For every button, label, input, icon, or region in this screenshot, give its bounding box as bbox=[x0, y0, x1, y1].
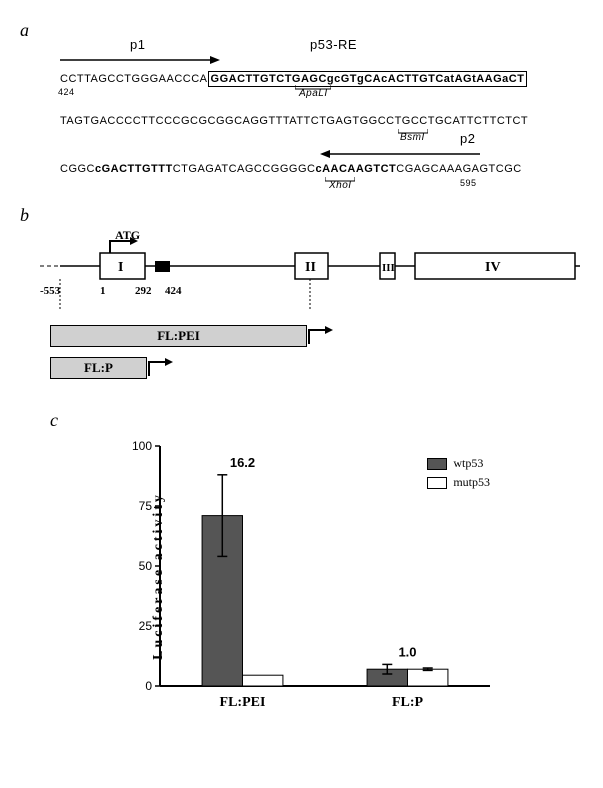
y-axis-label: Luciferase activity bbox=[151, 492, 167, 660]
legend-label-wtp53: wtp53 bbox=[453, 456, 483, 471]
svg-text:FL:PEI: FL:PEI bbox=[220, 695, 266, 710]
apali-label: ApaLI bbox=[299, 88, 328, 99]
chart-area: Luciferase activity 025507510016.2FL:PEI… bbox=[120, 436, 500, 716]
pos-424: 424 bbox=[58, 87, 75, 97]
seq3e: CGAGCAAAGAGTCGC bbox=[396, 163, 521, 175]
p2-arrow-icon bbox=[320, 147, 480, 161]
svg-text:I: I bbox=[118, 260, 123, 275]
panel-c-label: c bbox=[50, 410, 583, 431]
svg-text:16.2: 16.2 bbox=[230, 455, 255, 470]
flpei-box: FL:PEI bbox=[50, 325, 307, 347]
panel-a: a p1 p53-RE CCTTAGCCTGGGAACCCAGGACTTGTCT… bbox=[20, 20, 583, 175]
chart-legend: wtp53 mutp53 bbox=[427, 456, 490, 494]
svg-text:0: 0 bbox=[145, 679, 152, 693]
construct-flpei: FL:PEI bbox=[50, 324, 583, 348]
seq3c: CTGAGATCAGCCGGGGC bbox=[173, 163, 316, 175]
seq1-pre: CCTTAGCCTGGGAACCCA bbox=[60, 73, 208, 85]
apali-mark: ApaLI bbox=[295, 85, 331, 96]
svg-text:100: 100 bbox=[132, 439, 152, 453]
atg-label: ATG bbox=[115, 231, 140, 242]
svg-text:424: 424 bbox=[165, 285, 182, 297]
p1-arrow-icon bbox=[60, 53, 220, 67]
p53re-label: p53-RE bbox=[310, 37, 357, 52]
construct-flp: FL:P bbox=[50, 356, 583, 380]
panel-b: b ATG I II III IV -553 1 292 424 FL:PEI bbox=[20, 205, 583, 380]
seq3d: cAACAAGTCT bbox=[315, 163, 396, 175]
svg-text:III: III bbox=[382, 262, 395, 274]
seq-line-2: TAGTGACCCCTTCCCGCGCGGCAGGTTTATTCTGAGTGGC… bbox=[60, 115, 583, 127]
xhoi-label: XhoI bbox=[329, 180, 352, 191]
p1-label: p1 bbox=[130, 37, 145, 52]
p2-label: p2 bbox=[460, 131, 475, 146]
panel-c: c Luciferase activity 025507510016.2FL:P… bbox=[80, 410, 583, 716]
legend-wtp53: wtp53 bbox=[427, 456, 490, 471]
svg-text:1.0: 1.0 bbox=[398, 644, 416, 659]
pos-595: 595 bbox=[460, 178, 477, 188]
legend-mutp53: mutp53 bbox=[427, 475, 490, 490]
svg-text:-553: -553 bbox=[40, 285, 61, 297]
legend-swatch-wtp53 bbox=[427, 458, 447, 470]
svg-text:1: 1 bbox=[100, 285, 106, 297]
xhoi-mark: XhoI bbox=[325, 177, 355, 188]
svg-text:II: II bbox=[305, 260, 316, 275]
svg-text:292: 292 bbox=[135, 285, 152, 297]
sequence-block: p1 p53-RE CCTTAGCCTGGGAACCCAGGACTTGTCTGA… bbox=[60, 71, 583, 175]
bsmi-label: BsmI bbox=[400, 132, 425, 143]
svg-text:IV: IV bbox=[485, 260, 501, 275]
bsmi-mark: BsmI bbox=[398, 129, 428, 140]
svg-text:FL:P: FL:P bbox=[392, 695, 424, 710]
flp-box: FL:P bbox=[50, 357, 147, 379]
seq3a: CGGC bbox=[60, 163, 95, 175]
seq-line-3: CGGCcGACTTGTTTCTGAGATCAGCCGGGGCcAACAAGTC… bbox=[60, 163, 583, 175]
seq3b: cGACTTGTTT bbox=[95, 163, 173, 175]
legend-label-mutp53: mutp53 bbox=[453, 475, 490, 490]
legend-swatch-mutp53 bbox=[427, 477, 447, 489]
gene-diagram: ATG I II III IV -553 1 292 424 bbox=[40, 231, 580, 311]
flp-arrow-icon bbox=[147, 356, 177, 380]
panel-b-label: b bbox=[20, 205, 583, 226]
panel-a-label: a bbox=[20, 20, 583, 41]
flpei-arrow-icon bbox=[307, 324, 337, 348]
p53re-box: GGACTTGTCTGAGCgcGTgCAcACTTGTCatAGtAAGaCT bbox=[208, 71, 528, 87]
